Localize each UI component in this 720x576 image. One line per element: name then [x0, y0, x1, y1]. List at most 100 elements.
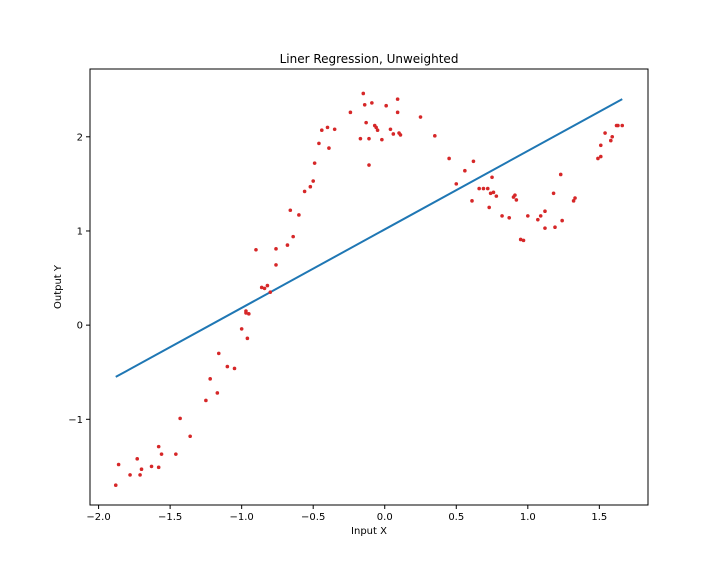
x-axis-label: Input X	[351, 526, 387, 537]
y-tick-label: 1	[77, 226, 83, 237]
data-point	[538, 214, 543, 218]
x-axis: −2.0 −1.5 −1.0 −0.5 0.0 0.5 1.0 1.5	[86, 505, 607, 523]
data-point	[362, 102, 367, 107]
data-point	[317, 141, 321, 146]
data-point	[311, 179, 316, 183]
axes-frame	[89, 68, 649, 506]
data-point	[308, 184, 313, 189]
data-point	[232, 366, 237, 371]
data-point	[364, 120, 368, 125]
data-point	[265, 283, 270, 288]
data-point	[433, 134, 437, 138]
data-point	[254, 248, 258, 252]
data-point	[447, 156, 451, 161]
data-point	[367, 136, 371, 141]
data-point	[395, 110, 400, 115]
data-point	[332, 127, 337, 132]
data-point	[135, 457, 140, 461]
data-point	[374, 125, 378, 130]
data-point	[367, 163, 371, 167]
data-point	[551, 191, 556, 196]
x-tick-label: 1.0	[520, 512, 536, 523]
data-point	[395, 97, 400, 101]
data-point	[398, 133, 403, 137]
data-point	[297, 213, 301, 217]
data-point	[573, 196, 577, 200]
x-tick-label: −0.5	[301, 512, 325, 523]
data-point	[543, 226, 547, 230]
data-point	[521, 238, 526, 243]
data-point	[610, 135, 615, 139]
data-point	[245, 336, 250, 341]
x-tick-label: −2.0	[86, 512, 110, 523]
data-point	[490, 175, 494, 180]
data-point	[247, 312, 251, 316]
data-point	[536, 217, 540, 222]
data-point	[204, 398, 208, 403]
data-point	[543, 209, 547, 213]
data-point	[481, 186, 486, 191]
data-point	[274, 247, 278, 251]
data-point	[116, 462, 121, 467]
data-point	[470, 199, 474, 203]
data-point	[370, 101, 374, 105]
data-point	[598, 154, 603, 159]
data-point	[454, 182, 459, 186]
data-point	[149, 464, 154, 469]
data-point	[325, 125, 330, 130]
data-point	[274, 263, 278, 267]
data-point	[507, 215, 512, 220]
data-point	[491, 190, 496, 195]
data-point	[513, 193, 517, 197]
regression-line	[115, 98, 623, 378]
data-point	[384, 103, 388, 108]
y-tick-label: 2	[77, 132, 83, 143]
data-point	[178, 416, 182, 421]
data-point	[128, 473, 132, 477]
data-point	[208, 377, 212, 381]
data-point	[485, 186, 490, 191]
y-tick-label: 0	[77, 321, 83, 332]
data-point	[188, 434, 192, 439]
x-tick-label: −1.5	[158, 512, 182, 523]
data-point	[348, 110, 353, 115]
x-tick-label: −1.0	[230, 512, 254, 523]
data-point	[558, 172, 563, 177]
data-point	[571, 199, 576, 203]
data-point	[596, 156, 600, 161]
data-point	[327, 146, 331, 150]
data-point	[138, 473, 142, 477]
x-tick-label: 0.5	[448, 512, 464, 523]
data-point	[598, 143, 603, 148]
data-point	[239, 327, 244, 331]
data-point	[488, 191, 493, 196]
data-point	[285, 243, 290, 247]
data-point	[514, 198, 519, 202]
x-tick-label: 0.0	[377, 512, 393, 523]
data-point	[302, 189, 307, 194]
data-point	[244, 309, 248, 313]
data-point	[560, 218, 564, 223]
data-point	[113, 483, 118, 488]
data-point	[388, 127, 393, 132]
data-point	[487, 205, 491, 210]
data-point	[518, 237, 523, 242]
data-point	[216, 351, 221, 356]
data-point	[616, 123, 620, 128]
data-point	[553, 225, 557, 230]
data-point	[380, 137, 384, 142]
data-point	[268, 290, 273, 294]
data-point	[312, 161, 317, 165]
data-point	[174, 452, 178, 456]
data-point	[603, 131, 607, 135]
data-point	[471, 159, 476, 164]
data-point	[620, 123, 625, 128]
y-axis: −1 0 1 2	[68, 132, 90, 426]
data-point	[494, 194, 499, 198]
chart-title: Liner Regression, Unweighted	[280, 52, 459, 66]
plot-area	[113, 91, 625, 488]
data-point	[291, 234, 295, 239]
data-point	[609, 138, 613, 143]
